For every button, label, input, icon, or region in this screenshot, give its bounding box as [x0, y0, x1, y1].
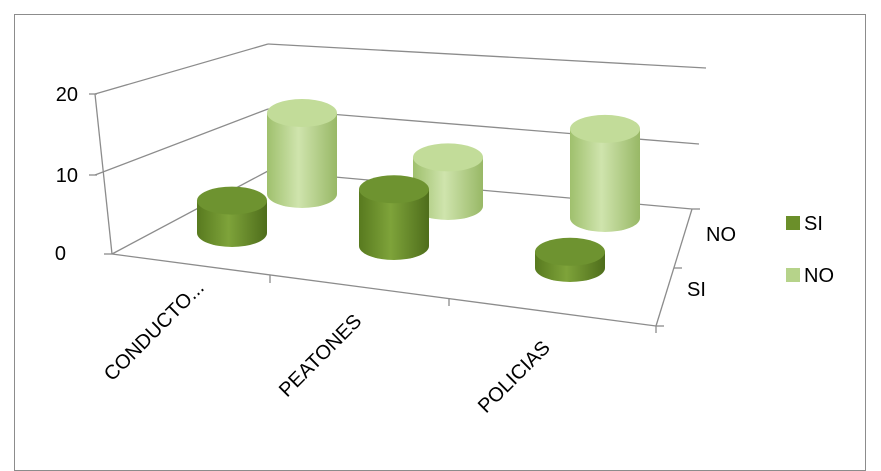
- bar-no-conductores: [267, 113, 337, 208]
- y-tick-labels: 20 10 0: [55, 84, 78, 265]
- y-tick-label-0: 0: [55, 243, 66, 265]
- depth-label-si: SI: [687, 279, 706, 301]
- legend-label-no: NO: [804, 265, 834, 287]
- x-tick-label-peatones: PEATONES: [275, 310, 366, 401]
- depth-label-no: NO: [706, 224, 736, 246]
- y-axis-line: [94, 93, 113, 255]
- legend-label-si: SI: [804, 213, 823, 235]
- y-tick-label-10: 10: [56, 165, 78, 187]
- bar-no-peatones: [413, 157, 483, 220]
- floor-left-edge: [111, 170, 269, 255]
- bar-si-peatones: [359, 189, 429, 260]
- bars: [197, 99, 640, 282]
- legend-swatch-si: [786, 216, 800, 230]
- bar-top-si-conductores: [197, 186, 267, 215]
- x-axis-line: [111, 253, 657, 327]
- x-tick-label-policias: POLICIAS: [474, 337, 555, 418]
- bar-top-si-policias: [535, 237, 605, 266]
- bar-top-no-conductores: [267, 99, 337, 127]
- legend: SI NO: [786, 213, 834, 287]
- bar-no-policias: [570, 128, 640, 232]
- x-tick-labels: CONDUCTO... PEATONES POLICIAS: [100, 277, 555, 418]
- bar-top-si-peatones: [359, 175, 429, 204]
- y-tick-label-20: 20: [56, 84, 78, 106]
- gridline-20-back: [267, 43, 707, 69]
- gridline-10-front: [94, 108, 269, 176]
- bar-top-no-policias: [570, 114, 640, 143]
- bar-top-no-peatones: [413, 143, 483, 172]
- depth-tick-labels: NO SI: [687, 224, 736, 301]
- chart-frame: [14, 14, 866, 471]
- x-tick-label-conductores: CONDUCTO...: [100, 277, 209, 386]
- gridline-20-front: [94, 43, 269, 95]
- legend-swatch-no: [786, 268, 800, 282]
